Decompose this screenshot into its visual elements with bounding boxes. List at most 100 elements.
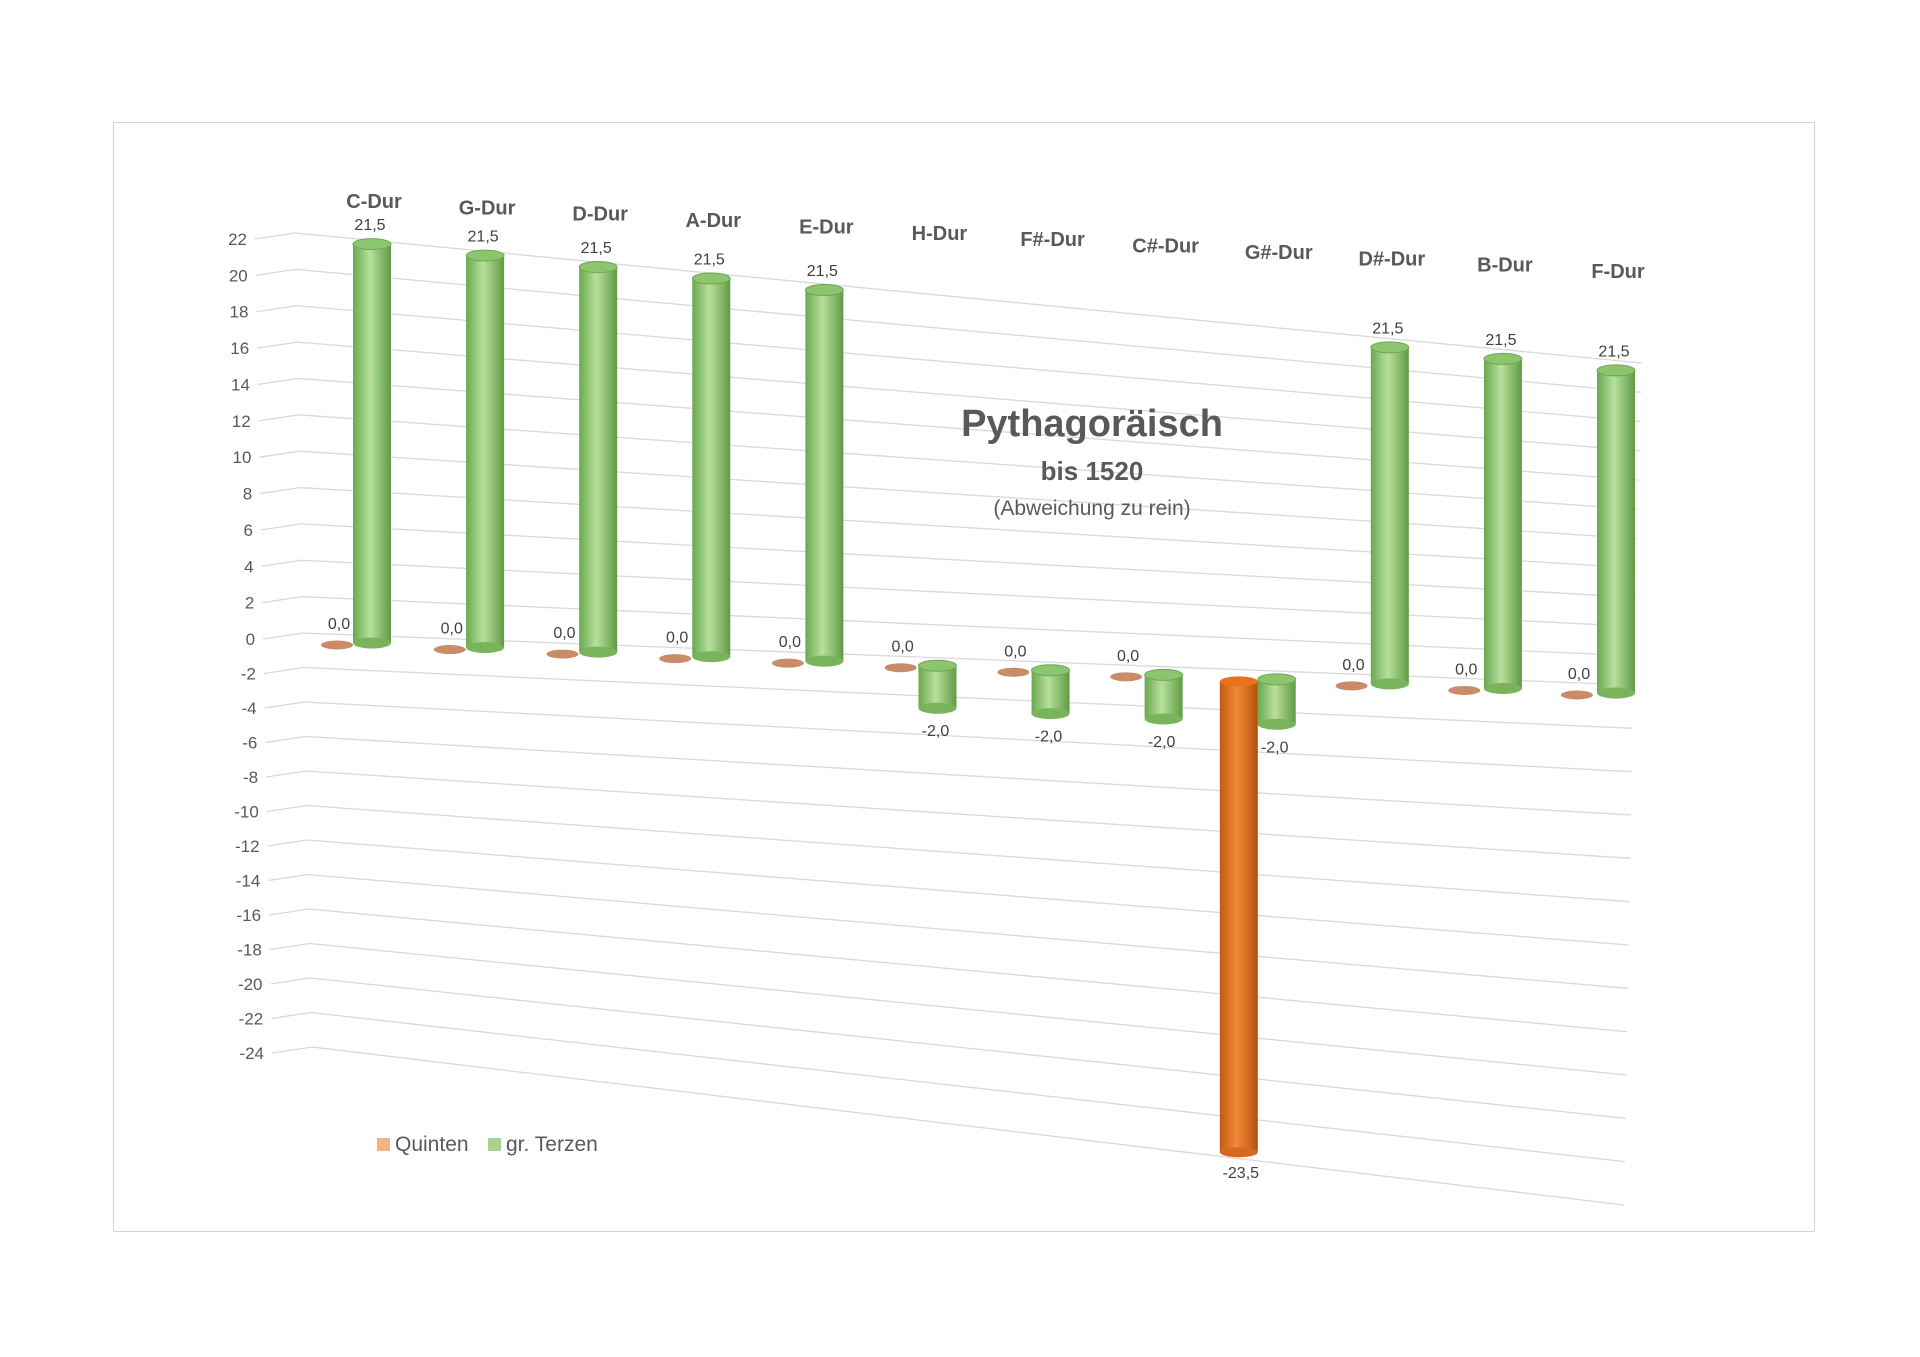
terz-bar-bottom	[805, 655, 844, 667]
quinten-data-label: 0,0	[666, 630, 688, 647]
grid-line	[309, 942, 1627, 1076]
quinten-data-label: 0,0	[779, 634, 801, 651]
legend: Quinten gr. Terzen	[377, 1133, 598, 1156]
terz-bar-bottom	[1370, 678, 1409, 690]
terz-bar-bottom	[353, 637, 391, 649]
grid-line	[300, 486, 1637, 569]
grid-line	[299, 450, 1638, 540]
grid-line	[257, 341, 298, 349]
quinten-disc	[771, 658, 804, 668]
category-label: A-Dur	[685, 210, 741, 232]
grid-line	[268, 873, 309, 882]
grid-line	[256, 305, 297, 313]
quinten-disc	[884, 663, 917, 673]
grid-line	[308, 873, 1628, 989]
grid-line	[260, 523, 302, 531]
terz-data-label: 21,5	[694, 252, 725, 269]
y-tick-label: 6	[243, 521, 252, 540]
terz-bar	[1597, 370, 1635, 693]
terz-data-label: 21,5	[1598, 343, 1629, 360]
terz-bar	[918, 665, 957, 709]
grid-line	[261, 559, 302, 567]
terz-bar-top	[1370, 341, 1410, 354]
quinten-disc	[1561, 690, 1593, 700]
terz-bar-bottom	[1597, 687, 1635, 699]
y-tick-label: -10	[234, 803, 259, 822]
y-tick-label: 4	[244, 557, 253, 576]
category-label: B-Dur	[1477, 255, 1533, 277]
quinten-data-label: 0,0	[441, 621, 463, 638]
terz-data-label: -2,0	[1261, 739, 1289, 756]
terz-bar	[1370, 347, 1409, 684]
y-tick-label: -12	[235, 837, 260, 856]
quinten-disc	[997, 667, 1030, 677]
legend-label-terzen: gr. Terzen	[506, 1133, 598, 1156]
quinten-disc	[659, 654, 692, 664]
grid-line	[271, 1046, 313, 1054]
terz-bar-bottom	[579, 646, 618, 658]
grid-line	[262, 595, 303, 604]
grid-line	[311, 1046, 1625, 1206]
grid-line	[294, 232, 1643, 364]
grid-line	[267, 839, 308, 847]
terz-bar-bottom	[918, 702, 957, 714]
grid-line	[308, 908, 1628, 1033]
grid-line	[310, 977, 1626, 1119]
terz-data-label: -2,0	[922, 723, 950, 740]
terz-bar-bottom	[1483, 682, 1522, 694]
quinten-data-label: 0,0	[892, 639, 914, 656]
terz-data-label: 21,5	[1485, 332, 1516, 349]
terz-bar-bottom	[1257, 718, 1296, 730]
category-label: G-Dur	[459, 197, 516, 219]
grid-line	[254, 232, 296, 240]
grid-line	[257, 377, 299, 386]
quinten-data-label: 0,0	[328, 616, 350, 633]
quinten-bar-top	[1219, 676, 1258, 687]
grid-line	[298, 414, 1639, 511]
terz-bar-top	[917, 659, 957, 672]
quinten-disc	[546, 649, 579, 659]
y-tick-label: 20	[229, 266, 248, 285]
y-tick-label: -2	[241, 665, 256, 684]
grid-line	[306, 804, 1630, 903]
y-tick-label: -8	[243, 768, 258, 787]
grid-line	[304, 701, 1632, 773]
quinten-data-label: 0,0	[1117, 648, 1139, 665]
category-label: C#-Dur	[1132, 236, 1199, 258]
terz-data-label: -2,0	[1148, 734, 1176, 751]
chart-svg: 2220181614121086420-2-4-6-8-10-12-14-16-…	[228, 191, 1645, 1206]
grid-line	[302, 595, 1635, 657]
terz-data-label: 21,5	[468, 229, 499, 246]
y-tick-label: 8	[243, 485, 252, 504]
quinten-data-label: 0,0	[553, 625, 575, 642]
y-tick-label: 10	[233, 448, 252, 467]
grid-line	[303, 632, 1634, 686]
grid-line	[263, 632, 304, 640]
grid-line	[300, 523, 1636, 598]
terz-bar-bottom	[466, 642, 505, 654]
quinten-data-label: 0,0	[1568, 666, 1590, 683]
terz-bar	[466, 255, 505, 648]
grid-line	[269, 942, 310, 951]
quinten-disc	[1335, 681, 1368, 691]
terz-bar	[579, 267, 618, 653]
grid-line	[255, 268, 296, 277]
grid-line	[265, 770, 307, 778]
terz-bar-bottom	[1144, 713, 1183, 725]
grid-line	[297, 377, 1639, 481]
terz-bar	[1031, 670, 1070, 714]
chart-subtitle: bis 1520	[1041, 456, 1144, 486]
y-tick-label: -20	[238, 975, 263, 994]
y-tick-label: 12	[232, 412, 251, 431]
quinten-data-label: -23,5	[1223, 1165, 1260, 1182]
terz-bar-top	[1257, 673, 1297, 686]
chart-note: (Abweichung zu rein)	[993, 497, 1190, 520]
y-tick-label: -24	[239, 1044, 264, 1063]
terz-data-label: 21,5	[1372, 320, 1403, 337]
terz-bar-top	[1031, 664, 1071, 677]
grid-line	[303, 666, 1633, 729]
terz-bar	[805, 289, 844, 662]
grid-line	[258, 414, 299, 422]
grid-line	[266, 804, 307, 813]
grid-line	[305, 735, 1632, 816]
